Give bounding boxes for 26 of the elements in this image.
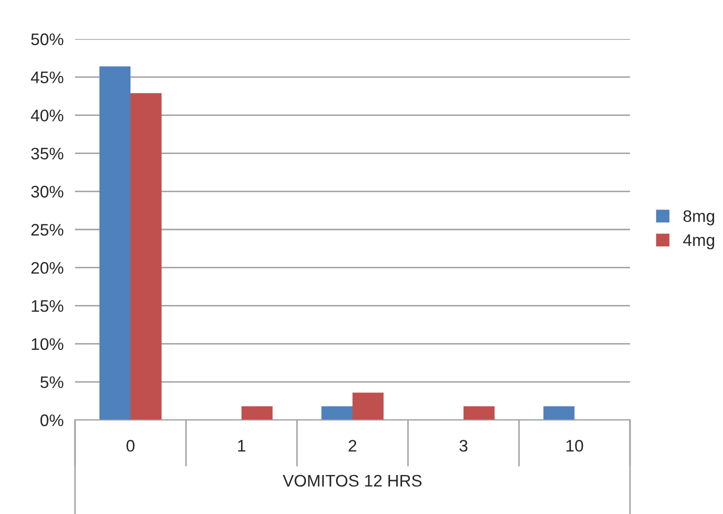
legend-label: 4mg: [683, 234, 714, 250]
bar: [321, 406, 352, 420]
y-tick-label: 45%: [30, 72, 64, 84]
bar: [130, 93, 162, 420]
y-tick-label: 5%: [40, 376, 64, 388]
x-tick-label: 2: [348, 440, 356, 452]
x-axis-title: VOMITOS 12 HRS: [282, 474, 422, 487]
bar: [464, 406, 495, 420]
bar: [543, 406, 574, 420]
y-tick-label: 35%: [31, 148, 64, 160]
y-tick-label: 20%: [31, 262, 64, 274]
bar: [99, 66, 130, 420]
y-tick-label: 0%: [40, 414, 64, 426]
x-tick-label: 1: [238, 440, 246, 452]
y-tick-label: 10%: [32, 338, 64, 350]
y-tick-label: 15%: [32, 300, 64, 312]
x-tick-label: 3: [460, 440, 468, 452]
bar: [242, 406, 273, 420]
y-tick-label: 40%: [30, 110, 64, 122]
bar: [352, 392, 384, 420]
y-tick-label: 30%: [31, 186, 64, 198]
x-tick-label: 0: [126, 440, 134, 452]
x-tick-label: 10: [566, 440, 584, 452]
y-tick-label: 25%: [31, 224, 64, 236]
legend-label: 8mg: [683, 210, 714, 226]
y-tick-label: 50%: [31, 33, 64, 46]
